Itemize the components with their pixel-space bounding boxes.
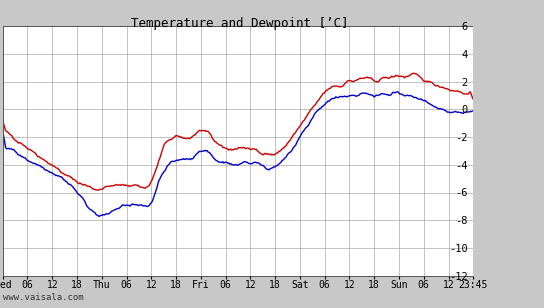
Text: www.vaisala.com: www.vaisala.com bbox=[3, 293, 83, 302]
Text: Temperature and Dewpoint [’C]: Temperature and Dewpoint [’C] bbox=[131, 17, 348, 30]
